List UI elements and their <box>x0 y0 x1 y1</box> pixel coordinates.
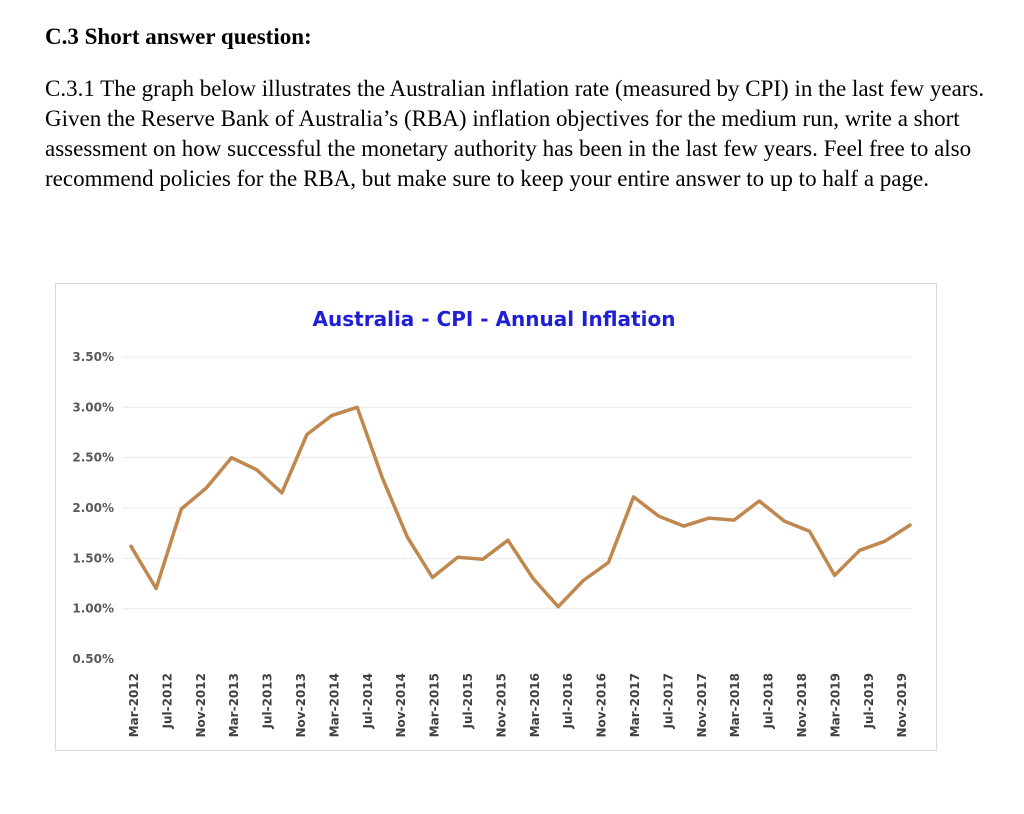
x-tick-label: Mar-2012 <box>127 673 141 737</box>
x-tick-label: Nov-2017 <box>695 673 709 738</box>
x-tick-label: Nov-2015 <box>494 673 508 738</box>
x-tick-label: Nov-2012 <box>194 673 208 738</box>
x-tick-label: Mar-2015 <box>428 673 442 737</box>
x-tick-label: Nov-2014 <box>394 673 408 738</box>
y-tick-label: 1.00% <box>72 602 114 616</box>
question-text: C.3.1 The graph below illustrates the Au… <box>45 76 985 191</box>
x-tick-label: Jul-2018 <box>762 673 776 730</box>
inflation-line <box>129 405 912 609</box>
x-tick-label: Nov-2019 <box>895 673 909 738</box>
x-tick-label: Jul-2014 <box>361 673 375 730</box>
x-tick-label: Nov-2016 <box>595 673 609 738</box>
chart-container: Australia - CPI - Annual Inflation 3.50%… <box>55 283 937 751</box>
x-tick-label: Jul-2013 <box>261 673 275 730</box>
x-tick-label: Jul-2016 <box>561 673 575 730</box>
x-tick-label: Mar-2016 <box>528 673 542 737</box>
x-tick-label: Mar-2013 <box>227 673 241 737</box>
x-tick-label: Mar-2014 <box>327 673 341 737</box>
inflation-chart: Australia - CPI - Annual Inflation 3.50%… <box>72 307 913 738</box>
y-tick-label: 1.50% <box>72 551 114 565</box>
y-tick-label: 0.50% <box>72 652 114 666</box>
x-tick-label: Jul-2019 <box>862 673 876 730</box>
x-tick-label: Nov-2018 <box>795 673 809 738</box>
x-tick-label: Nov-2013 <box>294 673 308 738</box>
y-tick-label: 2.50% <box>72 451 114 465</box>
x-tick-label: Jul-2017 <box>661 673 675 730</box>
section-heading: C.3 Short answer question: <box>45 24 312 49</box>
x-tick-label: Mar-2019 <box>828 673 842 737</box>
x-tick-label: Mar-2018 <box>728 673 742 737</box>
chart-title: Australia - CPI - Annual Inflation <box>313 307 676 331</box>
y-tick-label: 2.00% <box>72 501 114 515</box>
x-tick-label: Jul-2015 <box>461 673 475 730</box>
y-tick-label: 3.00% <box>72 400 114 414</box>
x-tick-label: Jul-2012 <box>160 673 174 730</box>
x-tick-label: Mar-2017 <box>628 673 642 737</box>
y-tick-label: 3.50% <box>72 350 114 364</box>
